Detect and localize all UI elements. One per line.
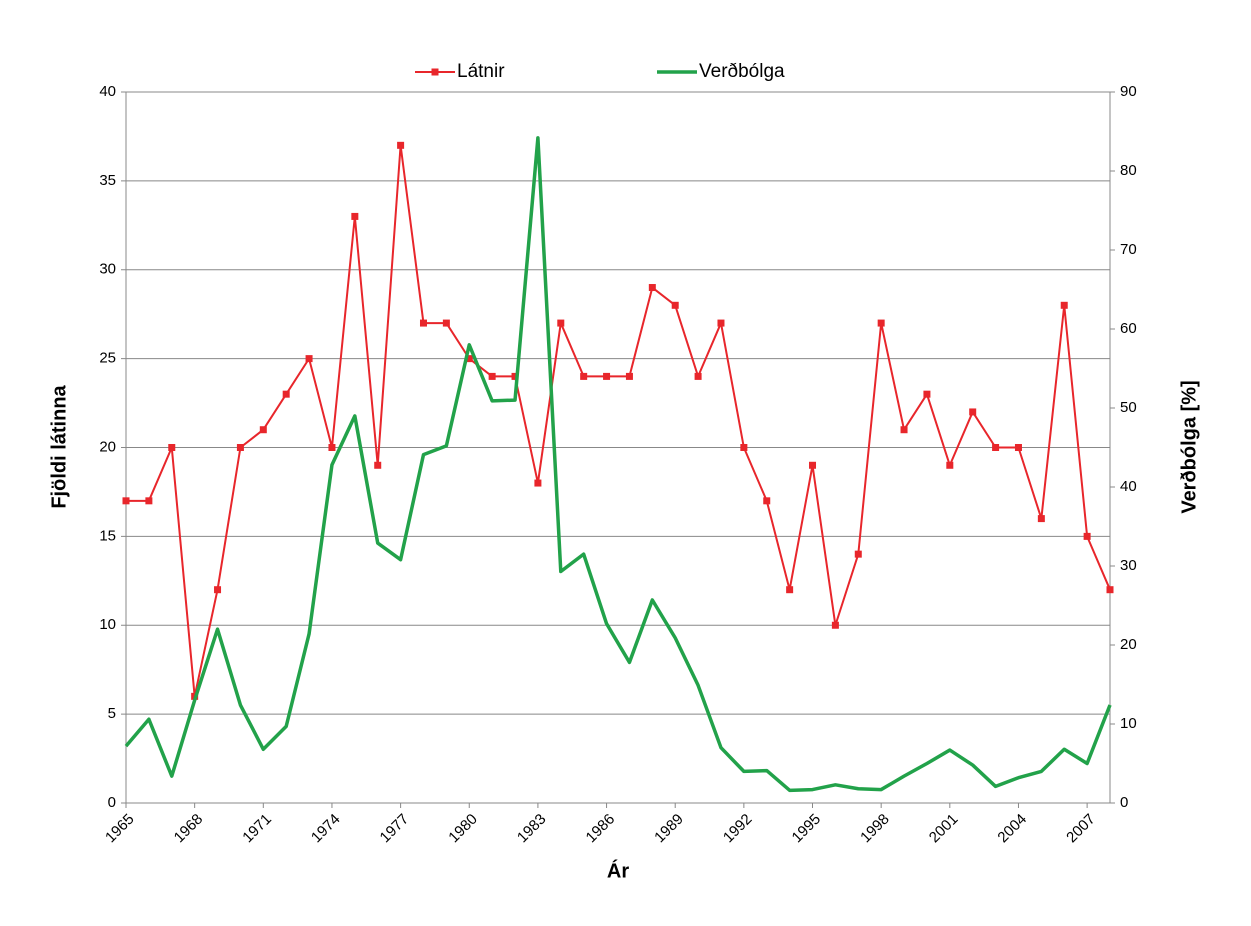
y-axis-title: Fjöldi látinna [48, 384, 70, 508]
x-tick-label: 1992 [720, 811, 756, 847]
point [625, 372, 633, 380]
y2-tick-label: 20 [1120, 636, 1137, 653]
y2-tick-label: 90 [1120, 83, 1137, 100]
y-tick-label: 10 [99, 616, 116, 633]
point [648, 284, 656, 292]
x-axis-title: Ár [607, 859, 629, 882]
x-tick-label: 1968 [171, 811, 207, 847]
point [534, 479, 542, 487]
point [740, 444, 748, 451]
x-tick-label: 1971 [239, 811, 275, 847]
y-tick-label: 15 [99, 527, 116, 544]
y-tick-label: 40 [99, 83, 116, 100]
point [854, 550, 862, 558]
x-tick-label: 1995 [789, 811, 825, 847]
point [877, 319, 885, 327]
legend-label: Verðbólga [699, 61, 785, 82]
point [442, 319, 450, 327]
point [831, 621, 839, 629]
point [946, 461, 954, 469]
point [259, 426, 267, 434]
point [603, 372, 611, 380]
point [351, 212, 359, 220]
point [992, 444, 1000, 451]
x-tick-label: 1986 [583, 811, 619, 847]
point [900, 426, 908, 434]
x-tick-label: 1998 [857, 811, 893, 847]
x-tick-label: 1965 [102, 811, 138, 847]
point [671, 301, 679, 309]
point [1060, 301, 1068, 309]
point [168, 444, 176, 451]
point [214, 586, 222, 594]
y2-tick-label: 50 [1120, 399, 1137, 416]
point [122, 497, 130, 505]
point [557, 319, 565, 327]
point [465, 355, 473, 363]
series-line [126, 144, 1111, 698]
point [1083, 532, 1091, 540]
point [1014, 444, 1022, 451]
point [786, 586, 794, 594]
legend-marker [431, 68, 439, 76]
y2-tick-label: 80 [1120, 162, 1137, 179]
point [580, 372, 588, 380]
y2-axis-title: Verðbólga [%] [1178, 380, 1200, 513]
y2-tick-label: 60 [1120, 320, 1137, 337]
legend-label: Látnir [457, 61, 505, 82]
x-tick-label: 2007 [1063, 811, 1099, 847]
x-tick-label: 2004 [994, 811, 1030, 847]
point [374, 461, 382, 469]
point [419, 319, 427, 327]
y-tick-label: 25 [99, 350, 116, 367]
point [717, 319, 725, 327]
x-tick-label: 2001 [926, 811, 962, 847]
point [1106, 586, 1114, 594]
point [923, 390, 931, 398]
y-tick-label: 30 [99, 261, 116, 278]
point [282, 390, 290, 398]
x-tick-label: 1983 [514, 811, 550, 847]
y-tick-label: 5 [108, 705, 116, 722]
y-tick-label: 0 [108, 794, 116, 811]
point [328, 444, 336, 451]
point [236, 444, 244, 451]
x-tick-label: 1974 [308, 811, 344, 847]
point [305, 355, 313, 363]
x-tick-label: 1980 [445, 811, 481, 847]
x-tick-label: 1977 [377, 811, 413, 847]
point [488, 372, 496, 380]
x-tick-label: 1989 [651, 811, 687, 847]
point [145, 497, 153, 505]
y2-tick-label: 10 [1120, 715, 1137, 732]
y2-tick-label: 30 [1120, 557, 1137, 574]
y2-tick-label: 70 [1120, 241, 1137, 258]
y2-tick-label: 0 [1120, 794, 1128, 811]
point [969, 408, 977, 416]
series-line [124, 136, 1112, 793]
y-tick-label: 35 [99, 172, 116, 189]
point [511, 372, 519, 380]
y-tick-label: 20 [99, 438, 116, 455]
point [397, 141, 405, 149]
point [694, 372, 702, 380]
point [809, 461, 817, 469]
point [763, 497, 771, 505]
y2-tick-label: 40 [1120, 478, 1137, 495]
point [1037, 515, 1045, 523]
